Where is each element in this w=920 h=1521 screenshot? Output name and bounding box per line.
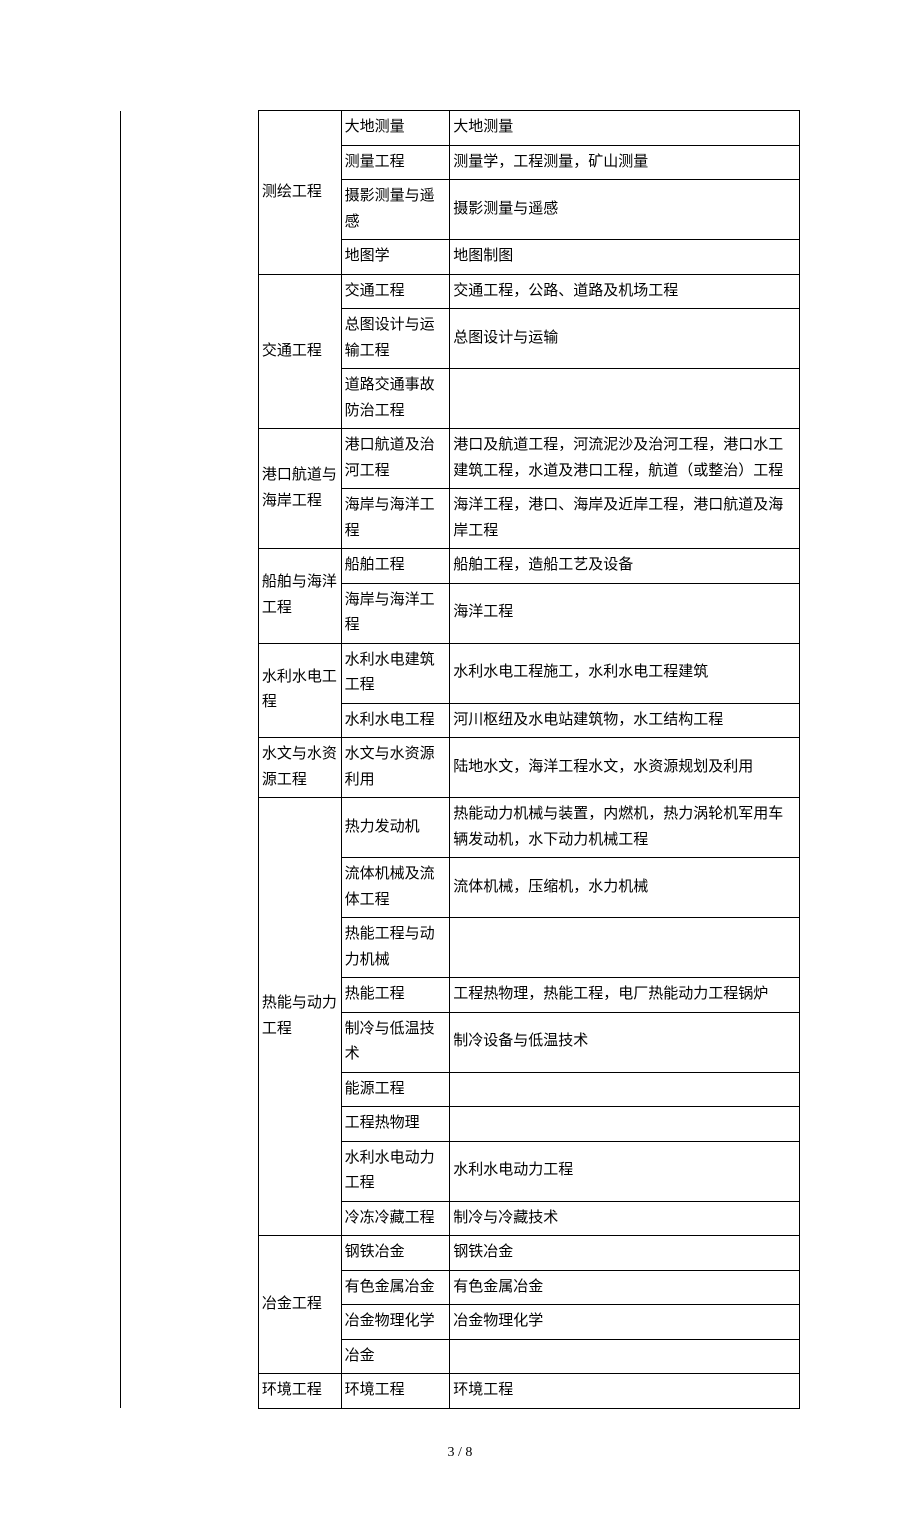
cell-col3: 流体机械及流体工程 <box>341 858 450 918</box>
cell-col4: 地图制图 <box>450 240 800 275</box>
cell-col4: 船舶工程，造船工艺及设备 <box>450 549 800 584</box>
cell-col3: 海岸与海洋工程 <box>341 489 450 549</box>
page-number: 3 / 8 <box>120 1445 800 1461</box>
cell-col4: 水利水电工程施工，水利水电工程建筑 <box>450 643 800 703</box>
cell-col3: 船舶工程 <box>341 549 450 584</box>
cell-col4: 交通工程，公路、道路及机场工程 <box>450 274 800 309</box>
cell-col4: 陆地水文，海洋工程水文，水资源规划及利用 <box>450 738 800 798</box>
cell-col3: 港口航道及治河工程 <box>341 429 450 489</box>
cell-col4: 水利水电动力工程 <box>450 1141 800 1201</box>
cell-col3: 海岸与海洋工程 <box>341 583 450 643</box>
cell-col3: 环境工程 <box>341 1374 450 1409</box>
cell-col3: 热力发动机 <box>341 798 450 858</box>
cell-col3: 水利水电建筑工程 <box>341 643 450 703</box>
cell-col3: 测量工程 <box>341 145 450 180</box>
cell-col4: 环境工程 <box>450 1374 800 1409</box>
cell-col1 <box>121 111 259 1409</box>
majors-table: 测绘工程大地测量大地测量测量工程测量学，工程测量，矿山测量摄影测量与遥感摄影测量… <box>120 110 800 1409</box>
cell-col4: 河川枢纽及水电站建筑物，水工结构工程 <box>450 703 800 738</box>
cell-col4: 大地测量 <box>450 111 800 146</box>
cell-col3: 冶金 <box>341 1339 450 1374</box>
cell-col4: 热能动力机械与装置，内燃机，热力涡轮机军用车辆发动机，水下动力机械工程 <box>450 798 800 858</box>
table-body: 测绘工程大地测量大地测量测量工程测量学，工程测量，矿山测量摄影测量与遥感摄影测量… <box>121 111 800 1409</box>
cell-col3: 热能工程与动力机械 <box>341 918 450 978</box>
cell-col4: 制冷与冷藏技术 <box>450 1201 800 1236</box>
cell-col4: 工程热物理，热能工程，电厂热能动力工程锅炉 <box>450 978 800 1013</box>
cell-col2: 交通工程 <box>258 274 341 429</box>
cell-col2: 港口航道与海岸工程 <box>258 429 341 549</box>
cell-col4: 冶金物理化学 <box>450 1305 800 1340</box>
cell-col2: 冶金工程 <box>258 1236 341 1374</box>
cell-col3: 制冷与低温技术 <box>341 1012 450 1072</box>
cell-col4 <box>450 1339 800 1374</box>
table-row: 测绘工程大地测量大地测量 <box>121 111 800 146</box>
cell-col2: 测绘工程 <box>258 111 341 275</box>
cell-col3: 热能工程 <box>341 978 450 1013</box>
cell-col3: 冶金物理化学 <box>341 1305 450 1340</box>
cell-col4 <box>450 1107 800 1142</box>
cell-col2: 热能与动力工程 <box>258 798 341 1236</box>
cell-col4: 制冷设备与低温技术 <box>450 1012 800 1072</box>
cell-col3: 能源工程 <box>341 1072 450 1107</box>
cell-col2: 水利水电工程 <box>258 643 341 738</box>
cell-col3: 大地测量 <box>341 111 450 146</box>
cell-col4: 海洋工程，港口、海岸及近岸工程，港口航道及海岸工程 <box>450 489 800 549</box>
cell-col3: 水利水电动力工程 <box>341 1141 450 1201</box>
cell-col2: 水文与水资源工程 <box>258 738 341 798</box>
cell-col4 <box>450 369 800 429</box>
cell-col4: 海洋工程 <box>450 583 800 643</box>
cell-col3: 冷冻冷藏工程 <box>341 1201 450 1236</box>
cell-col3: 水文与水资源利用 <box>341 738 450 798</box>
cell-col4: 港口及航道工程，河流泥沙及治河工程，港口水工建筑工程，水道及港口工程，航道（或整… <box>450 429 800 489</box>
cell-col4: 流体机械，压缩机，水力机械 <box>450 858 800 918</box>
cell-col2: 船舶与海洋工程 <box>258 549 341 644</box>
cell-col4: 钢铁冶金 <box>450 1236 800 1271</box>
cell-col4 <box>450 1072 800 1107</box>
cell-col3: 道路交通事故防治工程 <box>341 369 450 429</box>
cell-col3: 工程热物理 <box>341 1107 450 1142</box>
cell-col3: 水利水电工程 <box>341 703 450 738</box>
cell-col4 <box>450 918 800 978</box>
cell-col2: 环境工程 <box>258 1374 341 1409</box>
cell-col3: 总图设计与运输工程 <box>341 309 450 369</box>
cell-col3: 摄影测量与遥感 <box>341 180 450 240</box>
cell-col3: 交通工程 <box>341 274 450 309</box>
cell-col4: 摄影测量与遥感 <box>450 180 800 240</box>
cell-col3: 地图学 <box>341 240 450 275</box>
cell-col3: 钢铁冶金 <box>341 1236 450 1271</box>
cell-col4: 总图设计与运输 <box>450 309 800 369</box>
cell-col4: 测量学，工程测量，矿山测量 <box>450 145 800 180</box>
cell-col4: 有色金属冶金 <box>450 1270 800 1305</box>
cell-col3: 有色金属冶金 <box>341 1270 450 1305</box>
